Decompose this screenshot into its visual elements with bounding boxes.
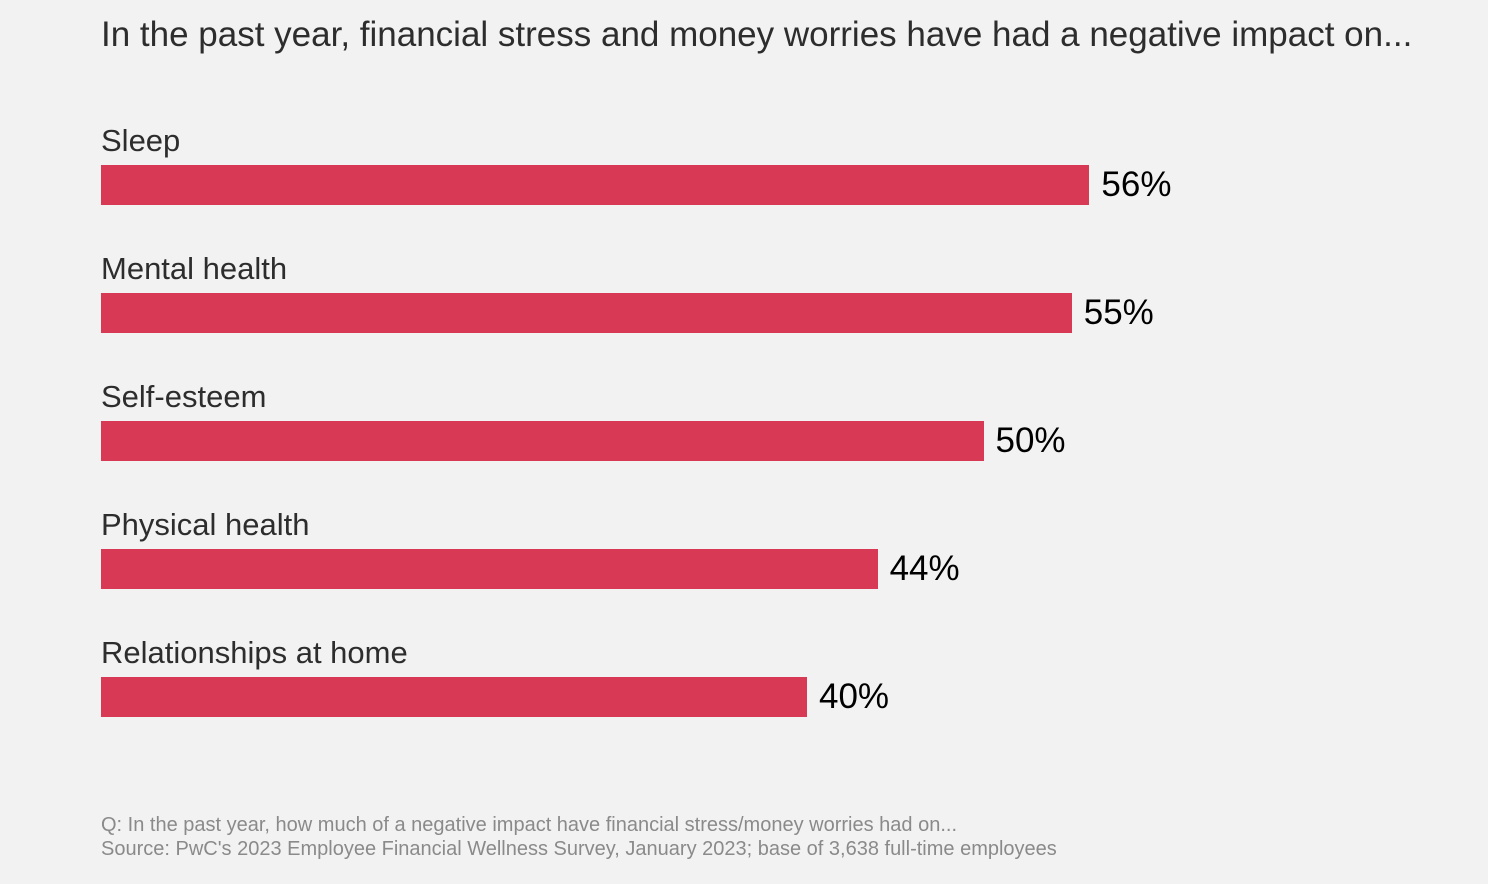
value-label-sleep: 56%: [1101, 165, 1172, 204]
bar-relationships-at-home: [101, 677, 807, 717]
footnote: Q: In the past year, how much of a negat…: [101, 813, 1057, 861]
value-label-mental-health: 55%: [1083, 293, 1154, 332]
category-label-mental-health: Mental health: [101, 251, 288, 286]
chart-title: In the past year, financial stress and m…: [101, 15, 1413, 54]
value-label-physical-health: 44%: [889, 549, 960, 588]
bar-sleep: [101, 165, 1090, 205]
bar-mental-health: [101, 293, 1072, 333]
category-label-self-esteem: Self-esteem: [101, 379, 267, 414]
bar-physical-health: [101, 549, 878, 589]
value-label-relationships-at-home: 40%: [819, 677, 890, 716]
footnote-question: Q: In the past year, how much of a negat…: [101, 814, 957, 836]
bar-self-esteem: [101, 421, 984, 461]
footnote-source: Source: PwC's 2023 Employee Financial We…: [101, 838, 1057, 860]
value-label-self-esteem: 50%: [995, 421, 1066, 460]
category-label-sleep: Sleep: [101, 123, 181, 158]
category-label-physical-health: Physical health: [101, 507, 310, 542]
category-label-relationships-at-home: Relationships at home: [101, 635, 408, 670]
